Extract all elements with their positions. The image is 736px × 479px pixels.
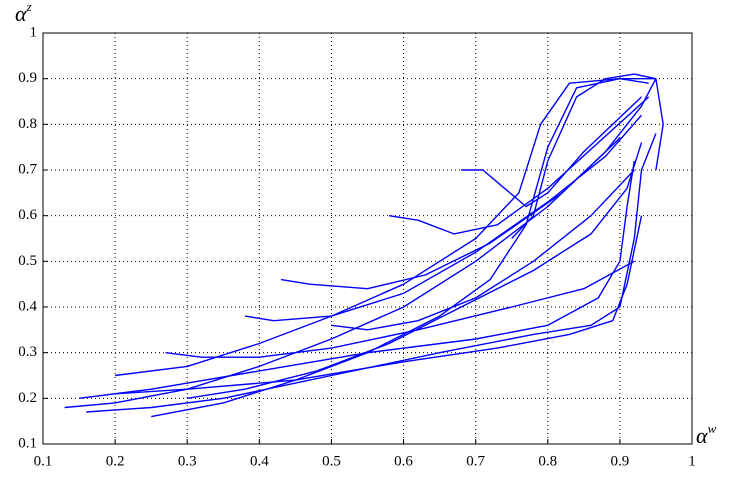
x-axis-label-base: α (696, 423, 708, 448)
x-tick-label: 0.6 (394, 453, 413, 469)
x-tick-label: 0.2 (106, 453, 125, 469)
trajectory-line (187, 142, 643, 399)
trajectory-line (79, 160, 635, 399)
plot-area (43, 33, 692, 444)
plot-frame (42, 32, 693, 445)
y-tick-label: 0.4 (18, 298, 37, 314)
trajectory-line (388, 96, 650, 235)
x-tick-label: 0.5 (322, 453, 341, 469)
y-tick-label: 0.2 (18, 390, 37, 406)
x-axis-label-sup: w (708, 421, 717, 436)
y-tick-label: 0.7 (18, 161, 37, 177)
x-tick-label: 0.3 (178, 453, 197, 469)
y-tick-label: 0.9 (18, 70, 37, 86)
y-axis-label-sup: z (26, 0, 32, 14)
y-tick-label: 0.1 (18, 435, 37, 451)
trajectory-line (244, 114, 643, 322)
y-axis-label: αz (15, 0, 32, 26)
x-axis-label: αw (696, 421, 717, 448)
trajectory-line (280, 137, 621, 290)
trajectory-line (331, 169, 635, 331)
trajectory-line (151, 78, 649, 418)
y-tick-label: 0.6 (18, 207, 37, 223)
trajectory-line (165, 260, 635, 358)
x-tick-label: 0.4 (250, 453, 269, 469)
y-tick-label: 0.8 (18, 116, 37, 132)
y-tick-label: 1 (30, 24, 38, 40)
x-tick-label: 1 (688, 453, 696, 469)
y-axis-label-base: α (15, 1, 27, 26)
x-tick-label: 0.8 (538, 453, 557, 469)
trajectory-line (115, 78, 656, 377)
trajectory-line (511, 73, 664, 239)
y-tick-label: 0.3 (18, 344, 37, 360)
trajectory-line (115, 215, 643, 395)
trajectory-line (86, 133, 657, 413)
x-tick-label: 0.7 (466, 453, 485, 469)
x-tick-label: 0.1 (34, 453, 53, 469)
trajectory-line (461, 96, 642, 208)
trajectory-line (64, 78, 657, 409)
y-tick-label: 0.5 (18, 253, 37, 269)
x-tick-label: 0.9 (611, 453, 630, 469)
